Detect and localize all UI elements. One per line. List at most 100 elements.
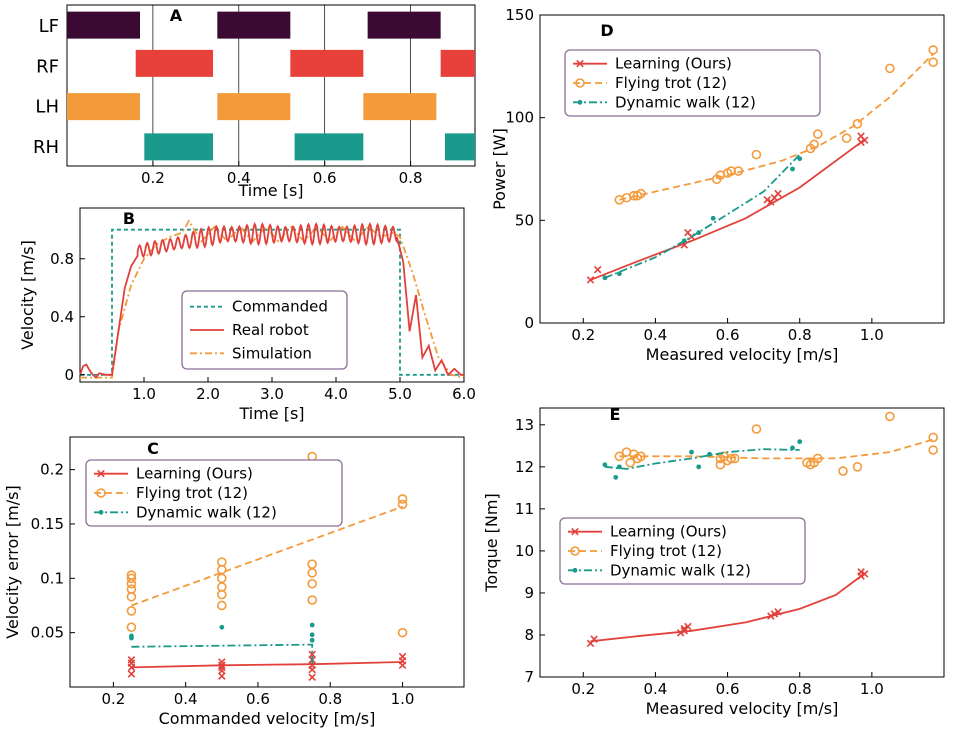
- x-tick-label: 1.0: [132, 385, 156, 403]
- data-point-flying: [636, 451, 646, 462]
- y-tick-label: 7: [524, 668, 534, 686]
- x-axis-label: Time [s]: [238, 404, 304, 423]
- gait-bar-LH: [363, 93, 437, 121]
- y-tick-label: 0.2: [40, 461, 64, 479]
- data-point-flying: [217, 600, 227, 611]
- x-tick-label: 0.4: [643, 680, 667, 698]
- data-point-flying: [928, 432, 938, 443]
- gait-bar-RF: [135, 49, 214, 77]
- fit-line-dynamic: [604, 448, 800, 470]
- gait-bar-RH: [444, 133, 475, 161]
- data-point-flying: [726, 453, 736, 464]
- legend-label-learning: Learning (Ours): [615, 55, 732, 73]
- legend-marker-flying: [575, 78, 585, 88]
- data-point-learning: [770, 610, 779, 618]
- y-tick-label: 12: [515, 458, 534, 476]
- fit-line-learning: [590, 141, 862, 281]
- data-point-flying: [126, 606, 137, 616]
- data-point-dynamic: [790, 445, 795, 451]
- data-point-flying: [812, 129, 823, 139]
- data-point-learning: [774, 608, 782, 616]
- legend-label-sim: Simulation: [232, 344, 312, 362]
- gait-bar-RH: [144, 133, 214, 161]
- fit-line-flying: [131, 505, 403, 607]
- data-point-flying: [217, 564, 227, 575]
- data-point-dynamic: [309, 637, 315, 643]
- data-point-flying: [729, 453, 740, 464]
- data-point-flying: [397, 627, 408, 638]
- legend-label-flying: Flying trot (12): [136, 484, 248, 502]
- data-point-flying: [838, 466, 848, 476]
- fit-line-dynamic: [131, 643, 314, 666]
- data-point-dynamic: [129, 635, 134, 641]
- panel-B: 1.0 2.0 3.0 4.0 5.0 6.0 0 0.4 0.8 Time [s] Velocit…: [18, 207, 476, 423]
- data-point-flying: [852, 462, 863, 472]
- x-tick-label: 0.4: [174, 690, 198, 708]
- data-point-dynamic: [602, 462, 608, 468]
- y-tick-label: 9: [524, 584, 534, 602]
- gait-bar-RH: [294, 133, 364, 161]
- panel-E: 0.2 0.4 0.6 0.8 1.0 7 8 9 10 11 12 13 Measured veloc…: [482, 405, 945, 718]
- data-point-learning: [767, 612, 775, 620]
- data-point-learning: [127, 663, 136, 672]
- axes-frame-E: [539, 407, 945, 678]
- y-tick-label: 0: [64, 366, 74, 384]
- data-point-dynamic: [696, 464, 702, 470]
- legend-marker-learning: [576, 59, 584, 68]
- y-tick-label: 0.1: [40, 569, 64, 587]
- data-point-learning: [774, 189, 782, 198]
- x-tick-label: 1.0: [391, 690, 415, 708]
- data-point-flying: [126, 622, 137, 633]
- x-axis-label: Measured velocity [m/s]: [646, 699, 839, 718]
- panel-letter: E: [610, 405, 621, 424]
- data-point-learning: [308, 650, 316, 659]
- data-point-flying: [928, 445, 938, 455]
- data-point-dynamic: [790, 166, 795, 172]
- legend-marker-dynamic: [577, 99, 583, 105]
- data-point-flying: [126, 578, 137, 589]
- data-point-learning: [857, 138, 865, 147]
- data-point-flying: [126, 573, 137, 584]
- fit-line-learning: [131, 661, 403, 669]
- data-point-dynamic: [689, 449, 694, 455]
- data-point-learning: [857, 568, 865, 576]
- x-tick-label: 0.2: [141, 169, 165, 187]
- data-point-learning: [127, 670, 136, 678]
- gait-bar-LF: [217, 11, 291, 39]
- data-point-flying: [885, 63, 895, 74]
- axes-frame-D: [539, 14, 945, 324]
- x-tick-label: 0.2: [101, 690, 125, 708]
- y-tick-label: 0.8: [50, 250, 74, 268]
- fit-line-learning: [590, 575, 862, 643]
- data-point-flying: [217, 573, 227, 584]
- legend-marker-flying: [570, 546, 580, 556]
- legend-marker-learning: [97, 469, 105, 478]
- data-point-flying: [751, 149, 762, 160]
- leg-label-LF: LF: [39, 16, 59, 37]
- data-point-flying: [625, 457, 635, 468]
- y-axis-label: Velocity [m/s]: [18, 240, 37, 350]
- legend-marker-dynamic: [98, 509, 104, 515]
- data-point-dynamic: [696, 230, 702, 236]
- x-tick-label: 0.6: [313, 169, 337, 187]
- x-tick-label: 1.0: [860, 680, 884, 698]
- legend-label-learning: Learning (Ours): [136, 465, 253, 483]
- data-point-learning: [218, 666, 226, 675]
- data-point-learning: [308, 665, 316, 674]
- x-tick-label: 0.6: [716, 680, 740, 698]
- y-axis-label: Power [W]: [490, 128, 509, 210]
- y-tick-label: 150: [505, 6, 534, 24]
- data-point-dynamic: [707, 451, 712, 457]
- legend-marker-learning: [571, 527, 579, 536]
- data-point-dynamic: [613, 474, 619, 480]
- gait-bar-LH: [67, 93, 141, 121]
- legend-label-learning: Learning (Ours): [610, 523, 727, 541]
- data-point-learning: [218, 661, 226, 670]
- x-tick-label: 0.8: [788, 326, 812, 344]
- x-tick-label: 0.8: [788, 680, 812, 698]
- y-tick-label: 0.05: [31, 624, 64, 642]
- x-tick-label: 0.2: [571, 680, 595, 698]
- data-point-flying: [397, 499, 408, 510]
- data-point-flying: [928, 57, 938, 68]
- panel-letter: C: [147, 439, 159, 458]
